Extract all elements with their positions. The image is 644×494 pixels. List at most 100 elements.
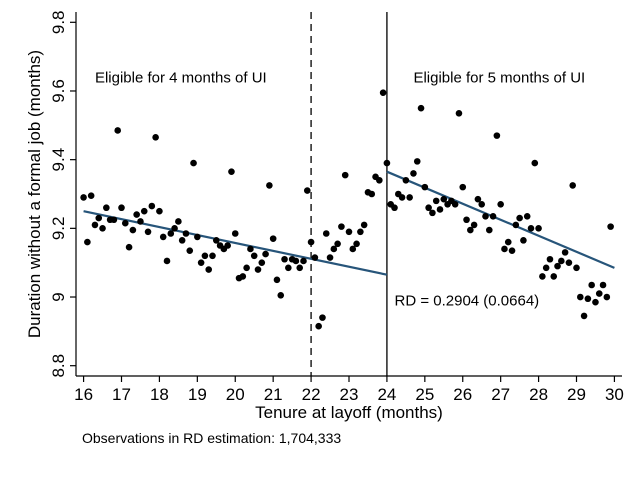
- data-point: [167, 230, 175, 237]
- data-point: [319, 314, 326, 321]
- x-tick-label: 19: [188, 385, 207, 404]
- data-point: [84, 238, 91, 246]
- data-point: [512, 221, 520, 229]
- data-point: [178, 237, 186, 244]
- data-point: [379, 89, 387, 96]
- data-point: [205, 266, 213, 273]
- x-tick-label: 20: [226, 385, 245, 404]
- data-point: [182, 230, 190, 237]
- data-point: [125, 243, 133, 251]
- data-point: [258, 259, 266, 266]
- x-tick-label: 28: [529, 385, 548, 404]
- data-point: [326, 254, 334, 261]
- data-point: [588, 281, 595, 289]
- data-point: [171, 225, 178, 232]
- data-point: [489, 213, 497, 220]
- x-tick-label: 17: [112, 385, 131, 404]
- data-point: [137, 218, 144, 225]
- data-point: [440, 195, 448, 203]
- data-point: [322, 230, 330, 237]
- data-point: [417, 104, 425, 112]
- data-point: [243, 264, 250, 272]
- data-point: [212, 237, 220, 244]
- data-point: [190, 159, 197, 167]
- data-point: [87, 192, 95, 200]
- data-point: [584, 295, 592, 303]
- data-point: [383, 159, 391, 167]
- data-point: [478, 201, 486, 208]
- data-point: [520, 237, 527, 244]
- data-point: [493, 132, 501, 139]
- chart-text: Eligible for 4 months of UI Eligible for…: [25, 50, 585, 446]
- data-point: [99, 225, 106, 232]
- data-point: [497, 201, 504, 208]
- data-point: [573, 264, 580, 272]
- data-point: [262, 250, 269, 258]
- data-point: [247, 245, 254, 253]
- x-tick-label: 22: [302, 385, 321, 404]
- data-point: [334, 240, 341, 248]
- data-point: [607, 223, 614, 230]
- x-tick-label: 27: [491, 385, 510, 404]
- annotation-rd-estimate: RD = 0.2904 (0.0664): [395, 293, 540, 310]
- data-point: [114, 127, 122, 134]
- data-point: [231, 230, 239, 237]
- data-point: [273, 276, 281, 284]
- data-point: [315, 322, 322, 330]
- data-point: [254, 266, 262, 273]
- data-point: [391, 204, 398, 212]
- data-point: [197, 259, 205, 266]
- data-point: [277, 292, 285, 299]
- x-tick-label: 29: [567, 385, 586, 404]
- data-point: [592, 298, 599, 306]
- data-point: [133, 211, 140, 218]
- data-point: [353, 240, 360, 248]
- data-point: [451, 201, 459, 208]
- data-point: [338, 223, 345, 230]
- annotation-left-segment: Eligible for 4 months of UI: [95, 69, 267, 86]
- data-point: [398, 194, 406, 201]
- data-point: [163, 257, 171, 265]
- data-point: [576, 293, 584, 301]
- data-point: [467, 226, 474, 234]
- data-point: [300, 257, 307, 265]
- data-point: [349, 245, 357, 253]
- data-point: [535, 225, 542, 232]
- axes-group: 16 17 18 19 20 21 22 23 24 25 26 27 28 29 30 8.8 9 9.2 9.4…: [49, 10, 624, 404]
- data-point: [561, 249, 569, 256]
- data-point: [542, 264, 550, 272]
- data-point: [292, 257, 300, 265]
- data-point: [580, 312, 588, 320]
- data-point: [429, 209, 436, 217]
- data-point: [121, 219, 129, 227]
- data-point: [110, 216, 118, 224]
- data-point: [269, 235, 277, 242]
- x-tick-label: 23: [340, 385, 359, 404]
- data-point: [159, 233, 167, 241]
- annotation-right-segment: Eligible for 5 months of UI: [413, 69, 585, 86]
- data-point: [228, 168, 235, 175]
- data-point: [554, 262, 561, 270]
- data-point: [504, 238, 512, 246]
- data-point: [406, 194, 413, 201]
- y-tick-label: 9.6: [49, 79, 68, 103]
- y-tick-label: 9.8: [49, 10, 68, 34]
- linear-fit-line: [386, 170, 615, 269]
- data-point: [239, 273, 247, 280]
- data-point: [175, 218, 182, 225]
- data-point: [148, 202, 156, 210]
- y-axis-title: Duration without a formal job (months): [25, 50, 44, 338]
- x-tick-label: 30: [605, 385, 624, 404]
- footnote-observations: Observations in RD estimation: 1,704,333: [82, 430, 341, 446]
- data-point: [357, 228, 364, 236]
- data-point: [296, 264, 304, 272]
- data-point: [91, 221, 99, 229]
- data-point: [152, 134, 159, 141]
- linear-fit-line: [83, 210, 388, 276]
- data-point: [80, 194, 87, 201]
- data-point: [425, 204, 432, 212]
- scatter-points: [80, 89, 614, 330]
- data-point: [569, 182, 577, 189]
